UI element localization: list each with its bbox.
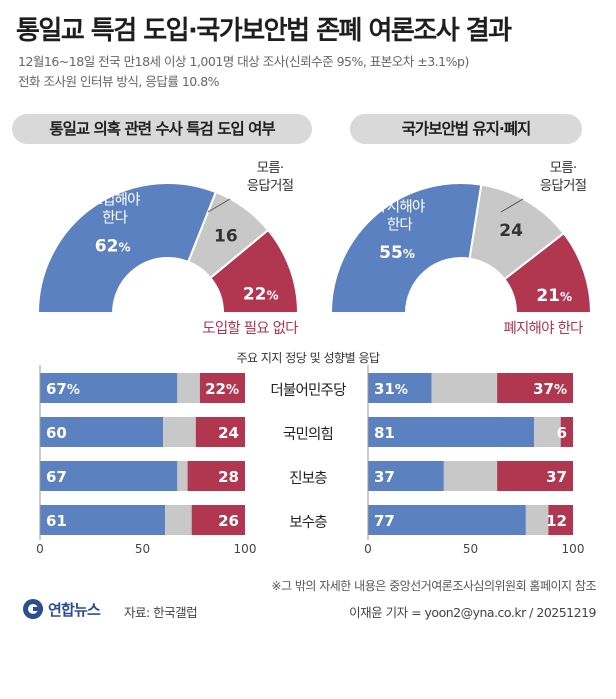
bar-p1-r0-s2 xyxy=(199,373,245,403)
bar-p1-r0-s0 xyxy=(40,373,178,403)
bar-p1-r2-s2 xyxy=(187,461,245,491)
gauge2-slice-2 xyxy=(503,231,593,314)
bar-p2-r2-s0 xyxy=(368,461,444,491)
bar-label-p1-r0-s2: 22% xyxy=(205,380,239,398)
row-label-progressive: 진보층 xyxy=(289,471,327,487)
row-label-conservative: 보수층 xyxy=(289,515,327,531)
gauge1-label-1-0: 모름· xyxy=(257,160,284,176)
bar-p2-r3-s2 xyxy=(548,505,573,535)
survey-subtitle-2: 전화 조사원 인터뷰 방식, 응답률 10.8% xyxy=(18,74,220,89)
gauge2-value-2: 21% xyxy=(536,286,572,306)
gauge1-label-0-1: 한다 xyxy=(102,209,128,226)
gauge2-label-1-0: 모름· xyxy=(550,160,577,176)
bar-label-p2-r0-s0: 31% xyxy=(374,380,408,398)
bar-p2-r1-s2 xyxy=(560,417,573,447)
bar-p2-r2-s2 xyxy=(497,461,573,491)
gauge2-leader-line xyxy=(500,198,524,213)
bar-p2-r2-s1 xyxy=(443,461,498,491)
bar-p2-r0-s1 xyxy=(431,373,498,403)
chart1-title-pill: 통일교 의혹 관련 수사 특검 도입 여부 xyxy=(12,114,312,144)
xtick-p2-1: 50 xyxy=(463,542,478,556)
bar-p1-r2-s0 xyxy=(40,461,178,491)
stacked-bar-charts: 67% 22% 60 24 67 28 61 26 0 50 100 31% 37% 81 6 37 37 77 1… xyxy=(36,365,585,556)
gauge1-slice-2 xyxy=(208,228,300,314)
bar-p1-r0-s1 xyxy=(177,373,200,403)
bar-label-p1-r3-s0: 61 xyxy=(46,512,67,530)
xtick-p2-2: 100 xyxy=(562,542,585,556)
bar-label-p1-r1-s0: 60 xyxy=(46,424,67,442)
logo-text: 연합뉴스 xyxy=(48,600,101,619)
xtick-p1-1: 50 xyxy=(135,542,150,556)
gauge1-label-0-0: 도입해야 xyxy=(90,191,141,208)
gauge2-label-0-1: 한다 xyxy=(387,216,413,233)
gauge2-label-1-1: 응답거절 xyxy=(540,178,587,194)
bar-p2-r1-s0 xyxy=(368,417,535,447)
gauge1-value-0: 62% xyxy=(95,237,131,257)
credit-text: 이재윤 기자 = yoon2@yna.co.kr / 20251219 xyxy=(349,605,596,620)
gauge1-label-2: 도입할 필요 없다 xyxy=(202,320,298,337)
page-title: 통일교 특검 도입·국가보안법 존폐 여론조사 결과 xyxy=(16,16,512,46)
survey-subtitle-1: 12월16~18일 전국 만18세 이상 1,001명 대상 조사(신뢰수준 9… xyxy=(18,54,469,69)
gauge2-value-0: 55% xyxy=(379,243,415,263)
bar-p2-r3-s1 xyxy=(525,505,549,535)
bar-label-p2-r2-s0: 37 xyxy=(374,468,395,486)
bar-label-p1-r0-s0: 67% xyxy=(46,380,80,398)
source-text: 자료: 한국갤럽 xyxy=(124,605,198,620)
bar-p1-r3-s1 xyxy=(165,505,192,535)
gauge1-value-1: 16 xyxy=(214,226,238,246)
gauge2-value-1: 24 xyxy=(499,221,523,241)
bar-label-p2-r3-s2: 12 xyxy=(546,512,567,530)
gauge1-label-1-1: 응답거절 xyxy=(247,178,294,194)
gauge2-label-0-0: 유지해야 xyxy=(374,198,425,215)
xtick-p1-0: 0 xyxy=(36,542,44,556)
gauge2-slice-0 xyxy=(329,182,483,314)
bar-label-p2-r1-s0: 81 xyxy=(374,424,395,442)
footnote: ※그 밖의 자세한 내용은 중앙선거여론조사심의위원회 홈페이지 참조 xyxy=(271,579,596,593)
gauge2-label-2: 폐지해야 한다 xyxy=(503,320,583,337)
breakdown-title: 주요 지지 정당 및 성향별 응답 xyxy=(236,351,380,365)
bar-p2-r3-s0 xyxy=(368,505,526,535)
bar-label-p2-r3-s0: 77 xyxy=(374,512,395,530)
bar-p2-r0-s2 xyxy=(497,373,573,403)
bar-label-p1-r3-s2: 26 xyxy=(218,512,239,530)
bar-label-p2-r1-s2: 6 xyxy=(557,424,567,442)
bar-label-p1-r1-s2: 24 xyxy=(218,424,239,442)
row-label-democratic: 더불어민주당 xyxy=(270,383,346,399)
bar-label-p1-r2-s2: 28 xyxy=(218,468,239,486)
bar-p2-r0-s0 xyxy=(368,373,432,403)
bar-label-p2-r2-s2: 37 xyxy=(546,468,567,486)
gauge1-value-2: 22% xyxy=(243,285,279,305)
bar-p1-r3-s2 xyxy=(191,505,245,535)
xtick-p1-2: 100 xyxy=(234,542,257,556)
xtick-p2-0: 0 xyxy=(364,542,372,556)
bar-p1-r1-s1 xyxy=(163,417,196,447)
row-label-ppp: 국민의힘 xyxy=(282,427,334,443)
chart2-title-pill: 국가보안법 유지·폐지 xyxy=(350,114,582,144)
bar-label-p2-r0-s2: 37% xyxy=(533,380,567,398)
gauge1-leader-line xyxy=(207,198,231,213)
yonhap-logo: 연합뉴스 xyxy=(22,598,101,620)
bar-p1-r2-s1 xyxy=(177,461,188,491)
bar-label-p1-r2-s0: 67 xyxy=(46,468,67,486)
bar-p1-r3-s0 xyxy=(40,505,166,535)
bar-p1-r1-s0 xyxy=(40,417,163,447)
gauge1-slice-0 xyxy=(36,182,218,314)
bar-p1-r1-s2 xyxy=(195,417,245,447)
bar-p2-r1-s1 xyxy=(534,417,561,447)
yonhap-logo-icon xyxy=(23,599,43,619)
